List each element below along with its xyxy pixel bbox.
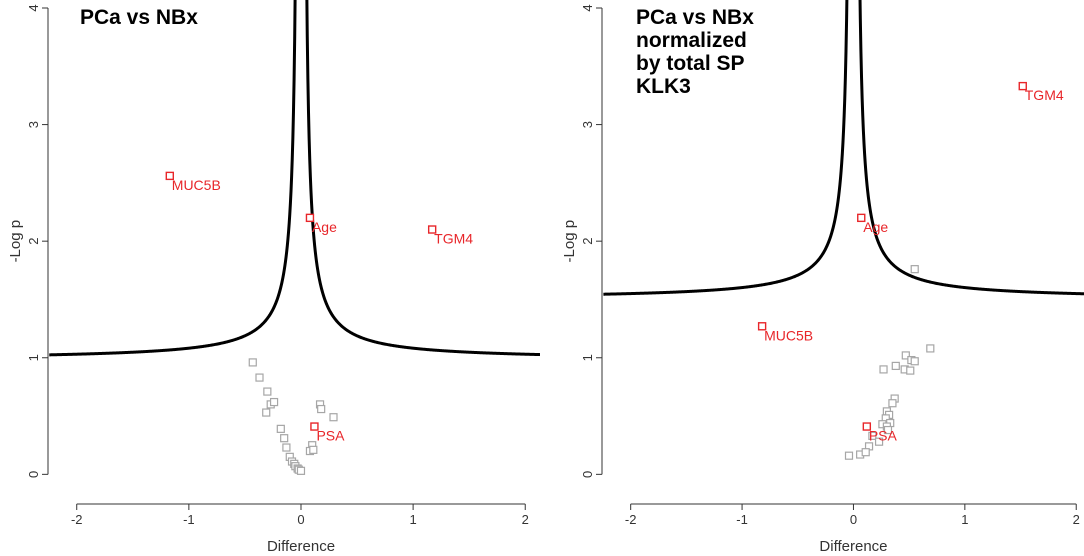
highlight-marker (310, 422, 319, 431)
chart-title-right: PCa vs NBx normalized by total SP KLK3 (636, 6, 754, 98)
point-label: Age (312, 219, 337, 235)
point-marker (926, 344, 935, 353)
x-axis-label: Difference (819, 538, 887, 555)
point-label: TGM4 (434, 231, 473, 247)
point-marker (883, 425, 893, 435)
axes: -2 -1 0 1 2 0 1 2 3 4 Difference -Log p (561, 4, 1080, 555)
point-marker (248, 358, 257, 367)
volcano-plot-right: -2 -1 0 1 2 0 1 2 3 4 Difference -Log p TGM4 Age MUC5B… (544, 0, 1084, 556)
x-tick-label: -1 (736, 512, 748, 527)
x-tick-label: 0 (297, 512, 304, 527)
y-tick-label: 2 (580, 238, 595, 245)
point-marker (329, 413, 338, 422)
y-tick-label: 0 (580, 471, 595, 478)
highlight-marker (165, 171, 174, 181)
y-tick-label: 0 (26, 471, 41, 478)
highlight-marker (305, 213, 315, 223)
point-marker (255, 373, 264, 382)
point-marker (263, 387, 272, 396)
x-tick-label: 0 (850, 512, 857, 527)
point-marker (861, 448, 870, 457)
point-marker (280, 434, 289, 443)
highlighted-points: TGM4 Age MUC5B PSA (757, 81, 1064, 444)
y-tick-label: 4 (26, 4, 41, 11)
point-marker (317, 404, 326, 414)
volcano-plot-right-canvas: -2 -1 0 1 2 0 1 2 3 4 Difference -Log p TGM4 Age MUC5B… (561, 0, 1084, 555)
point-marker (262, 408, 271, 417)
x-tick-label: -1 (183, 512, 195, 527)
significance-curve-left (603, 0, 849, 296)
axes: -2 -1 0 1 2 0 1 2 3 4 Difference -Log p (7, 4, 529, 555)
point-label: PSA (316, 428, 345, 444)
point-marker (910, 357, 919, 366)
nonsignificant-points (844, 265, 935, 460)
point-marker (901, 351, 910, 360)
volcano-plot-left: -2 -1 0 1 2 0 1 2 3 4 Difference -Log p MUC5B Age TGM4… (0, 0, 540, 556)
point-label: PSA (869, 428, 898, 444)
point-marker (282, 443, 291, 452)
chart-title-left: PCa vs NBx (80, 6, 198, 29)
point-marker (879, 365, 888, 374)
y-tick-label: 1 (26, 354, 41, 361)
highlighted-points: MUC5B Age TGM4 PSA (165, 171, 473, 444)
point-label: MUC5B (764, 327, 813, 343)
volcano-plot-left-canvas: -2 -1 0 1 2 0 1 2 3 4 Difference -Log p MUC5B Age TGM4… (7, 0, 540, 555)
point-marker (309, 445, 318, 454)
highlight-marker (862, 422, 872, 431)
y-tick-label: 2 (26, 238, 41, 245)
significance-curve-right (858, 0, 1084, 296)
highlight-marker (1018, 81, 1027, 91)
point-label: TGM4 (1025, 87, 1064, 103)
y-tick-label: 3 (580, 121, 595, 128)
point-label: Age (863, 219, 888, 235)
point-marker (874, 437, 884, 446)
x-tick-label: 2 (522, 512, 529, 527)
point-marker (868, 431, 877, 440)
x-tick-label: -2 (71, 512, 83, 527)
x-axis-label: Difference (267, 538, 335, 555)
point-marker (910, 265, 919, 274)
significance-curves (603, 0, 1084, 296)
y-tick-label: 3 (26, 121, 41, 128)
highlight-marker (427, 225, 437, 234)
significance-curve-right (305, 0, 540, 357)
y-axis-label: -Log p (7, 220, 24, 263)
x-tick-label: 1 (961, 512, 968, 527)
point-marker (888, 399, 897, 408)
point-marker (296, 466, 306, 475)
x-tick-label: 1 (409, 512, 416, 527)
highlight-marker (857, 213, 866, 223)
point-marker (276, 424, 285, 433)
y-axis-label: -Log p (561, 220, 578, 263)
point-marker (844, 451, 854, 460)
x-tick-label: 2 (1073, 512, 1080, 527)
point-marker (891, 361, 900, 371)
point-marker (906, 366, 915, 375)
point-marker (269, 397, 279, 407)
point-label: MUC5B (172, 177, 221, 193)
y-tick-label: 4 (580, 4, 595, 11)
nonsignificant-points (248, 358, 338, 475)
significance-curves (49, 0, 540, 357)
significance-curve-left (49, 0, 297, 357)
x-tick-label: -2 (625, 512, 637, 527)
y-tick-label: 1 (580, 354, 595, 361)
highlight-marker (757, 322, 767, 331)
